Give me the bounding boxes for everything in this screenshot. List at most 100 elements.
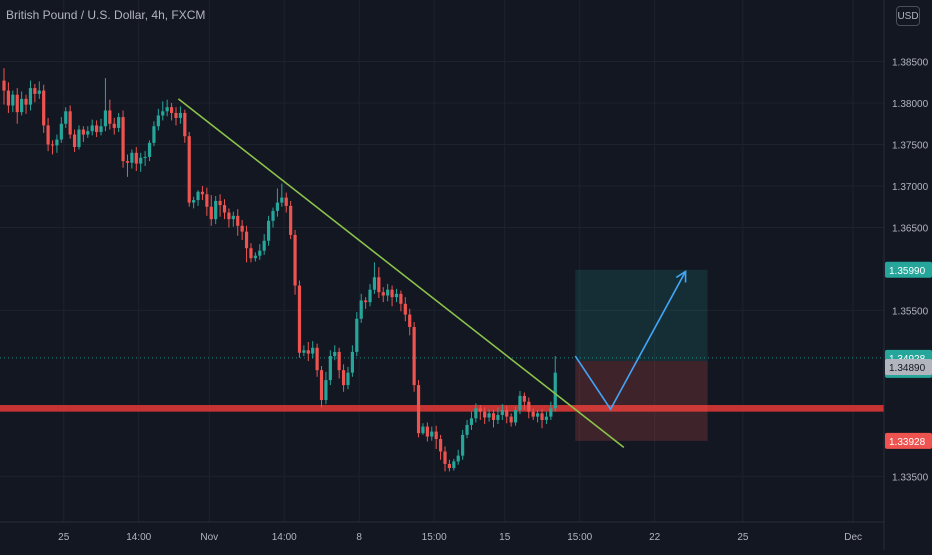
chart-title: British Pound / U.S. Dollar, 4h, FXCM <box>6 8 206 22</box>
time-tick-label: 15 <box>499 532 511 543</box>
price-tick-label: 1.35500 <box>892 306 929 317</box>
candle-body <box>244 231 249 249</box>
candle-body <box>156 115 160 127</box>
candle-body <box>6 90 11 106</box>
price-badge-label: 1.35990 <box>889 266 926 277</box>
candle-body <box>315 347 319 371</box>
time-tick-label: Dec <box>844 532 862 543</box>
candle-body <box>231 215 235 220</box>
candle-body <box>509 416 513 423</box>
price-tick-label: 1.38500 <box>892 58 929 69</box>
candle-body <box>187 136 191 203</box>
candle-body <box>192 200 196 203</box>
candle-body <box>381 292 385 296</box>
candle-body <box>518 395 522 410</box>
candle-body <box>491 413 496 420</box>
candle-body <box>90 125 94 132</box>
candle-body <box>267 220 271 241</box>
candle-body <box>50 144 55 146</box>
trendline <box>177 98 625 448</box>
position-target-area <box>575 269 708 362</box>
candle-body <box>139 157 143 164</box>
candle-body <box>350 351 354 373</box>
candle-body <box>37 90 41 94</box>
candle-body <box>536 413 540 417</box>
candle-body <box>205 194 209 207</box>
candle-body <box>152 126 156 143</box>
currency-button[interactable]: USD <box>896 6 920 26</box>
candle-body <box>297 285 302 353</box>
candle-body <box>11 94 15 106</box>
candle-body <box>42 90 46 126</box>
candle-body <box>346 372 350 386</box>
candle-body <box>99 126 103 133</box>
candle-body <box>487 413 491 418</box>
candle-body <box>147 142 152 157</box>
candle-body <box>249 248 253 259</box>
price-badge-label: 1.33928 <box>889 437 926 448</box>
time-tick-label: 25 <box>737 532 749 543</box>
candle-body <box>355 318 359 352</box>
candle-body <box>240 225 244 232</box>
candle-body <box>443 451 447 464</box>
candle-body <box>394 293 399 298</box>
time-tick-label: 15:00 <box>567 532 592 543</box>
candle-body <box>174 112 178 118</box>
candle-body <box>390 289 394 298</box>
candle-body <box>284 197 288 206</box>
candle-body <box>324 380 328 401</box>
candle-body <box>271 210 275 221</box>
candle-body <box>59 123 63 140</box>
projection-path <box>574 271 687 411</box>
candle-body <box>183 112 187 137</box>
candle-body <box>20 98 24 113</box>
candle-body <box>253 255 257 259</box>
candle-body <box>33 88 37 94</box>
price-tick-label: 1.36500 <box>892 223 929 234</box>
candle-body <box>81 129 85 135</box>
candle-body <box>214 200 218 220</box>
candle-body <box>513 409 518 423</box>
candle-body <box>425 426 429 437</box>
candle-body <box>341 370 346 386</box>
candle-body <box>421 426 425 434</box>
candle-body <box>130 152 134 163</box>
candle-body <box>293 234 297 286</box>
candle-body <box>527 401 531 412</box>
candle-body <box>169 107 174 113</box>
candle-body <box>328 356 332 381</box>
price-badge-bg <box>885 432 932 449</box>
candle-body <box>465 424 469 435</box>
candle-body <box>500 409 504 415</box>
price-badge-label: 1.34890 <box>889 363 926 374</box>
candle-body <box>319 370 324 401</box>
candle-body <box>364 300 368 303</box>
price-tick-label: 1.38000 <box>892 99 929 110</box>
candle-body <box>452 461 456 469</box>
time-tick-label: 14:00 <box>126 532 151 543</box>
support-zone <box>0 405 884 412</box>
candle-body <box>72 134 77 147</box>
candle-body <box>399 293 403 304</box>
candle-body <box>306 350 310 354</box>
candle-body <box>368 289 372 303</box>
candle-body <box>222 205 227 213</box>
candle-body <box>447 463 452 469</box>
candle-body <box>438 439 443 452</box>
price-badge-stop: 1.33928 <box>885 432 932 449</box>
candle-body <box>302 350 306 353</box>
candle-body <box>416 385 421 434</box>
candle-body <box>95 125 99 133</box>
candle-body <box>549 408 553 417</box>
candle-body <box>430 431 434 437</box>
candle-body <box>64 111 68 124</box>
candle-body <box>474 408 478 419</box>
candle-body <box>77 129 81 147</box>
candle-body <box>134 152 138 164</box>
candle-body <box>386 289 390 296</box>
candle-body <box>218 200 222 206</box>
candle-body <box>165 107 169 112</box>
